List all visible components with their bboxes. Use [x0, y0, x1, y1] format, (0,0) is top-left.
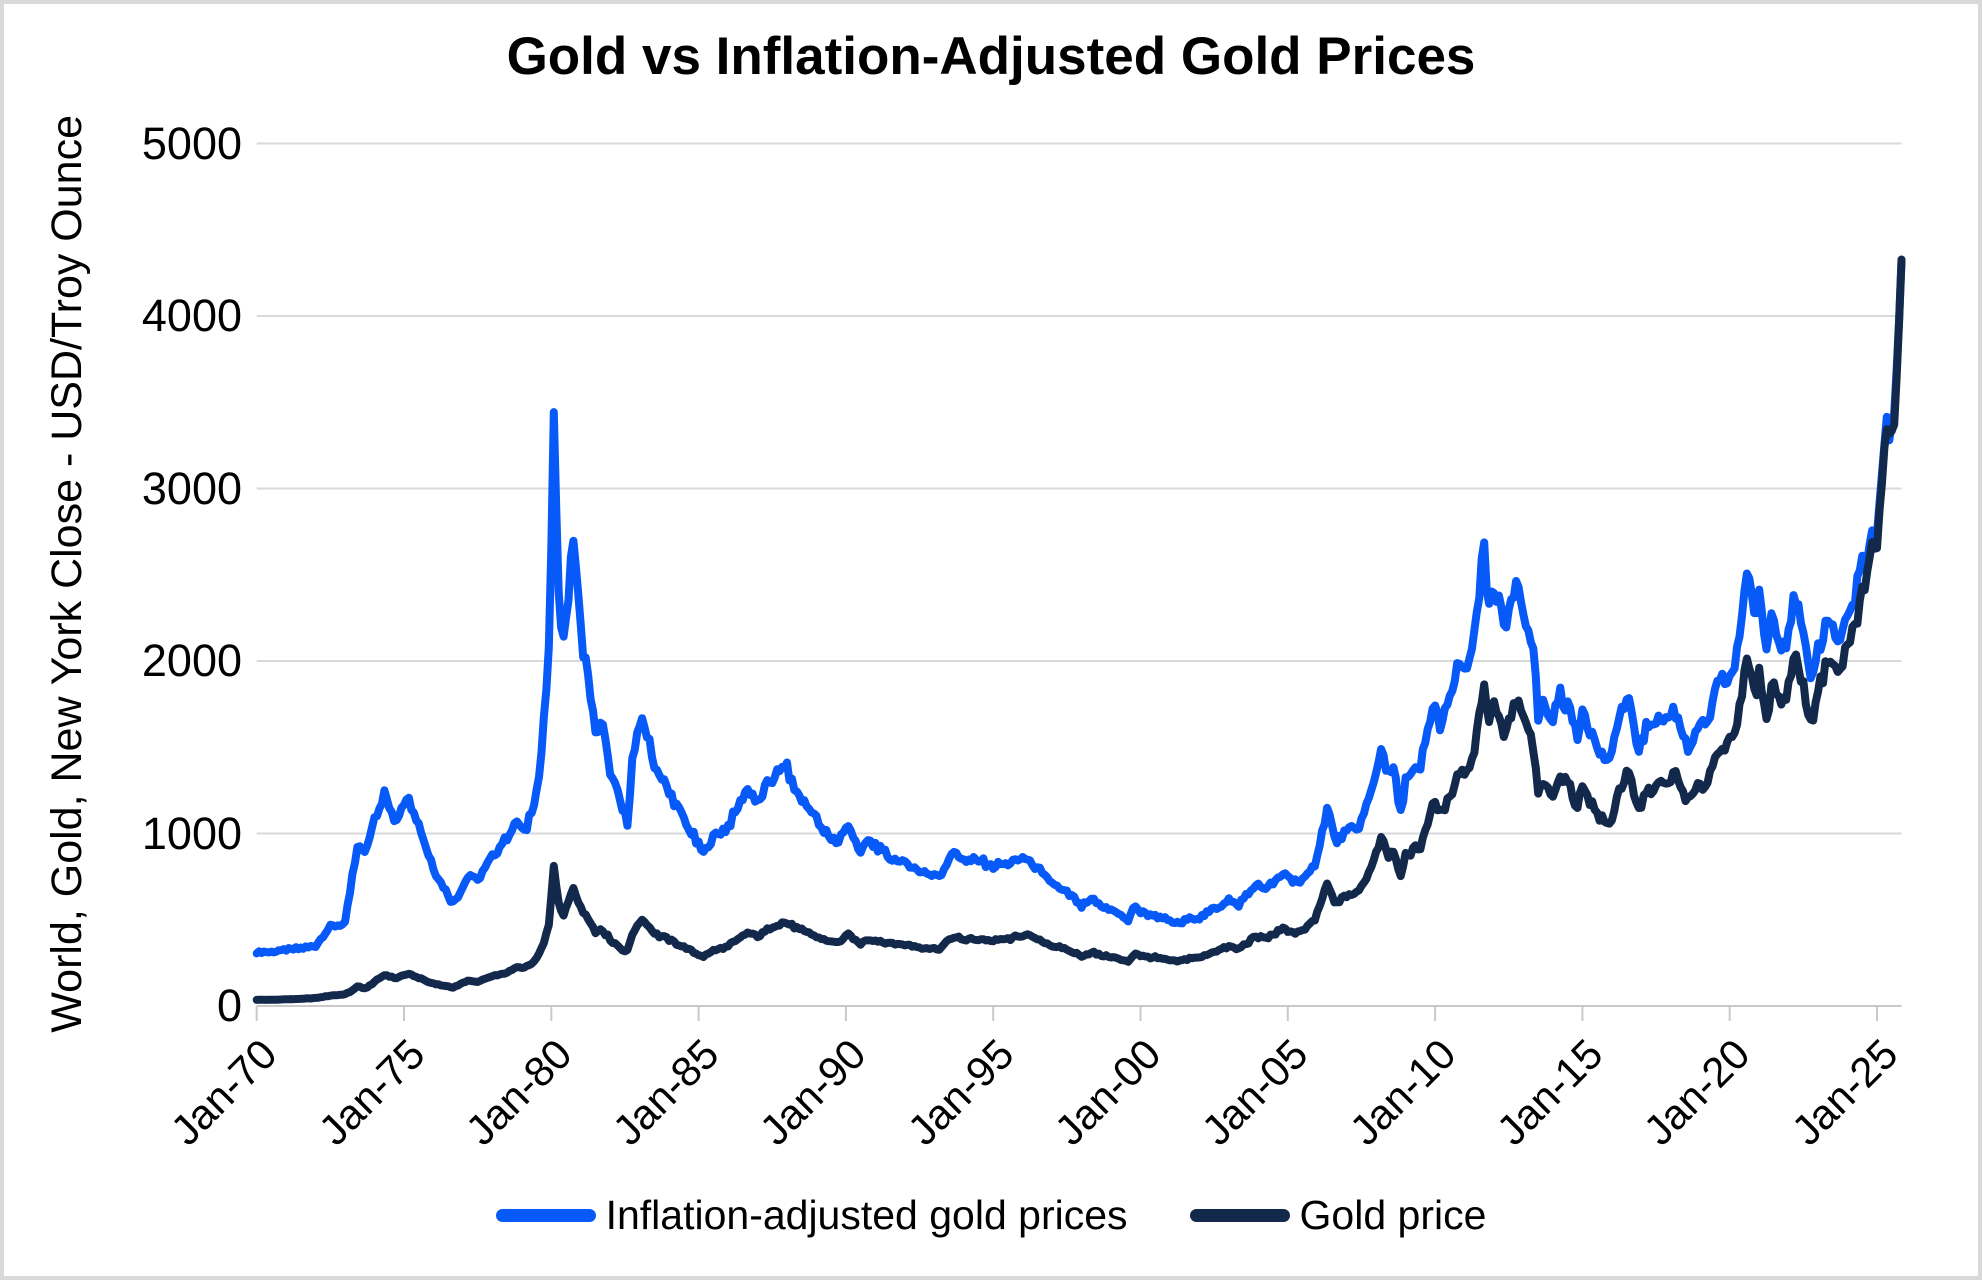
series-line-inflation-adjusted: [252, 257, 1906, 958]
y-tick-label-2000: 2000: [141, 635, 242, 686]
chart-title: Gold vs Inflation-Adjusted Gold Prices: [506, 27, 1476, 86]
series-line-gold-price: [252, 255, 1906, 1004]
y-tick-label-0: 0: [216, 980, 242, 1031]
y-tick-label-1000: 1000: [141, 807, 242, 859]
plot-area-svg: [252, 142, 1906, 1021]
legend-swatch-inflation-adjusted-icon: [495, 1208, 596, 1222]
legend-label-inflation-adjusted: Inflation-adjusted gold prices: [605, 1191, 1128, 1238]
legend-item-inflation-adjusted: Inflation-adjusted gold prices: [495, 1191, 1128, 1239]
y-tick-label-3000: 3000: [141, 462, 242, 514]
legend: Inflation-adjusted gold prices Gold pric…: [4, 1186, 1978, 1244]
legend-swatch-gold-price-icon: [1189, 1208, 1290, 1222]
y-tick-label-5000: 5000: [141, 117, 242, 169]
legend-item-gold-price: Gold price: [1189, 1191, 1487, 1239]
legend-label-gold-price: Gold price: [1299, 1191, 1487, 1238]
y-tick-label-4000: 4000: [141, 290, 242, 341]
